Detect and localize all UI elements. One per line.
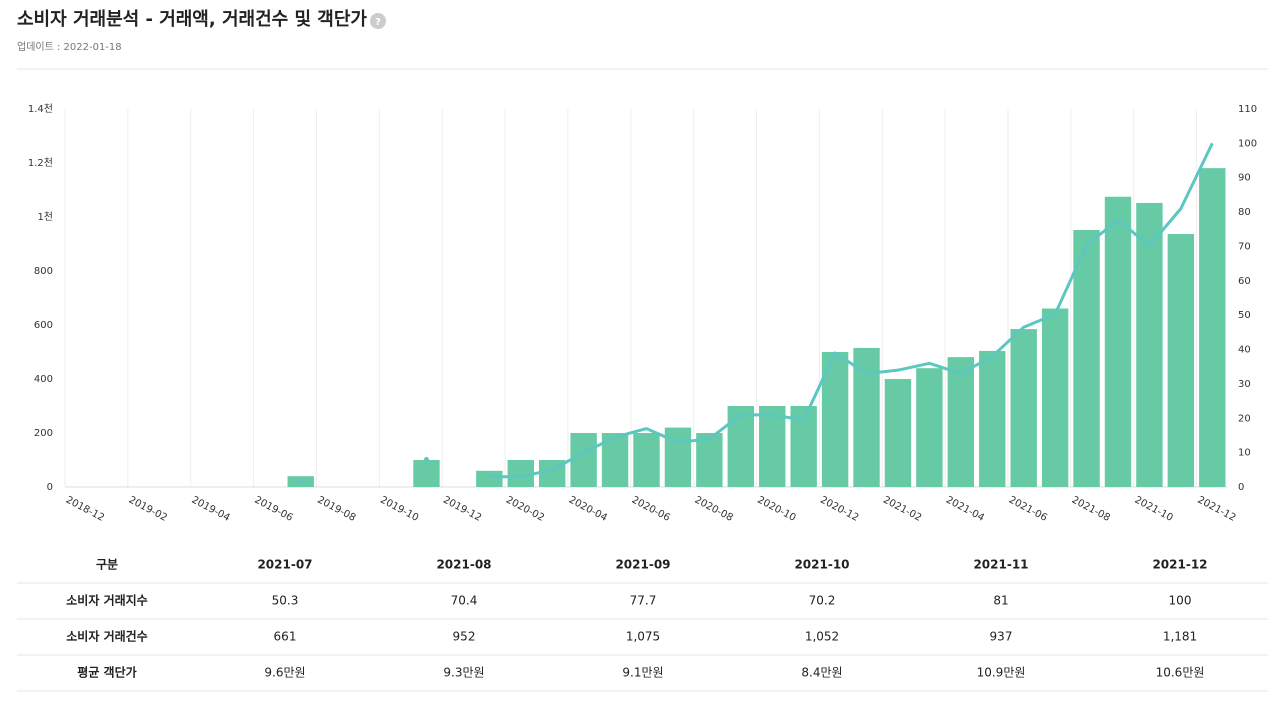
table-cell: 10.6만원 — [1156, 666, 1205, 680]
table-cell: 평균 객단가 — [77, 665, 136, 680]
bar — [633, 433, 660, 487]
table-cell: 937 — [990, 630, 1013, 644]
table-cell: 소비자 거래건수 — [66, 629, 147, 644]
y2-tick-label: 110 — [1238, 104, 1257, 115]
table-cell: 661 — [274, 630, 297, 644]
line-point — [423, 457, 429, 463]
y2-tick-label: 60 — [1238, 276, 1251, 287]
bar — [1199, 168, 1226, 487]
help-icon-text[interactable]: ? — [375, 17, 381, 28]
table-header-cell: 2021-10 — [794, 558, 849, 572]
help-icon[interactable] — [370, 13, 386, 29]
table-cell: 1,052 — [805, 630, 839, 644]
y2-tick-label: 40 — [1238, 345, 1251, 356]
table-cell: 8.4만원 — [801, 666, 842, 680]
table-cell: 9.3만원 — [443, 666, 484, 680]
table-cell: 70.2 — [809, 594, 836, 608]
y2-tick-label: 10 — [1238, 448, 1251, 459]
update-date: 업데이트 : 2022-01-18 — [17, 40, 122, 53]
line-point — [298, 477, 304, 483]
table-cell: 1,075 — [626, 630, 660, 644]
x-tick-label: 2020-02 — [504, 495, 546, 524]
table-header-cell: 구분 — [96, 558, 118, 572]
table-cell: 100 — [1169, 594, 1192, 608]
bar — [853, 347, 880, 487]
line — [489, 142, 1214, 479]
table-header-cell: 2021-11 — [973, 558, 1028, 572]
bar — [759, 406, 786, 487]
x-tick-label: 2019-10 — [378, 495, 420, 524]
x-tick-label: 2020-04 — [567, 495, 609, 524]
y-tick-label: 400 — [34, 374, 53, 385]
table-header-cell: 2021-07 — [257, 558, 312, 572]
y2-tick-label: 90 — [1238, 173, 1251, 184]
x-tick-label: 2021-02 — [881, 495, 923, 524]
y2-tick-label: 30 — [1238, 379, 1251, 390]
y-tick-label: 800 — [34, 266, 53, 277]
y-tick-label: 0 — [47, 482, 53, 493]
bar — [664, 427, 692, 487]
table-cell: 9.6만원 — [264, 666, 305, 680]
bar — [884, 379, 912, 487]
y-tick-label: 1.4천 — [28, 103, 53, 115]
x-tick-label: 2020-10 — [755, 495, 797, 524]
bar — [727, 406, 754, 487]
y-tick-label: 1.2천 — [28, 157, 53, 169]
x-tick-label: 2019-12 — [441, 495, 483, 524]
table-cell: 1,181 — [1163, 630, 1197, 644]
table-header-cell: 2021-09 — [615, 558, 670, 572]
table-cell: 952 — [453, 630, 476, 644]
x-tick-label: 2019-08 — [315, 495, 357, 524]
page-title: 소비자 거래분석 - 거래액, 거래건수 및 객단가 — [17, 9, 367, 30]
x-tick-label: 2021-08 — [1070, 495, 1112, 524]
x-tick-label: 2019-04 — [190, 495, 232, 524]
y2-tick-label: 100 — [1238, 138, 1257, 149]
bar — [696, 433, 723, 487]
x-tick-label: 2021-12 — [1195, 495, 1237, 524]
table-cell: 소비자 거래지수 — [66, 593, 147, 608]
bar — [1041, 308, 1069, 487]
bar — [1136, 202, 1163, 487]
bar — [1073, 229, 1100, 487]
y-tick-label: 200 — [34, 428, 53, 439]
y-tick-label: 600 — [34, 320, 53, 331]
x-tick-label: 2019-02 — [127, 495, 169, 524]
x-tick-label: 2021-10 — [1133, 495, 1175, 524]
table-cell: 10.9만원 — [977, 666, 1026, 680]
table-cell: 70.4 — [451, 594, 478, 608]
bar — [476, 470, 503, 487]
y2-tick-label: 0 — [1238, 482, 1244, 493]
y2-tick-label: 50 — [1238, 310, 1251, 321]
table-header-cell: 2021-12 — [1152, 558, 1207, 572]
table-cell: 9.1만원 — [622, 666, 663, 680]
table-cell: 81 — [993, 594, 1008, 608]
y-tick-label: 1천 — [37, 211, 53, 223]
x-tick-label: 2021-04 — [944, 495, 986, 524]
bar — [570, 433, 597, 487]
y2-tick-label: 80 — [1238, 207, 1251, 218]
x-tick-label: 2020-12 — [818, 495, 860, 524]
x-tick-label: 2020-08 — [693, 495, 735, 524]
bar — [413, 460, 440, 487]
bar — [1167, 234, 1195, 487]
table-cell: 77.7 — [630, 594, 657, 608]
x-tick-label: 2019-06 — [252, 495, 294, 524]
bar — [1104, 196, 1132, 487]
bar — [979, 350, 1006, 487]
y2-tick-label: 20 — [1238, 413, 1251, 424]
x-tick-label: 2018-12 — [64, 495, 106, 524]
bar — [1010, 329, 1037, 487]
x-tick-label: 2020-06 — [630, 495, 672, 524]
x-tick-label: 2021-06 — [1007, 495, 1049, 524]
table-cell: 50.3 — [272, 594, 299, 608]
table-header-cell: 2021-08 — [436, 558, 491, 572]
bar — [947, 357, 975, 487]
y2-tick-label: 70 — [1238, 241, 1251, 252]
bar — [916, 368, 943, 487]
